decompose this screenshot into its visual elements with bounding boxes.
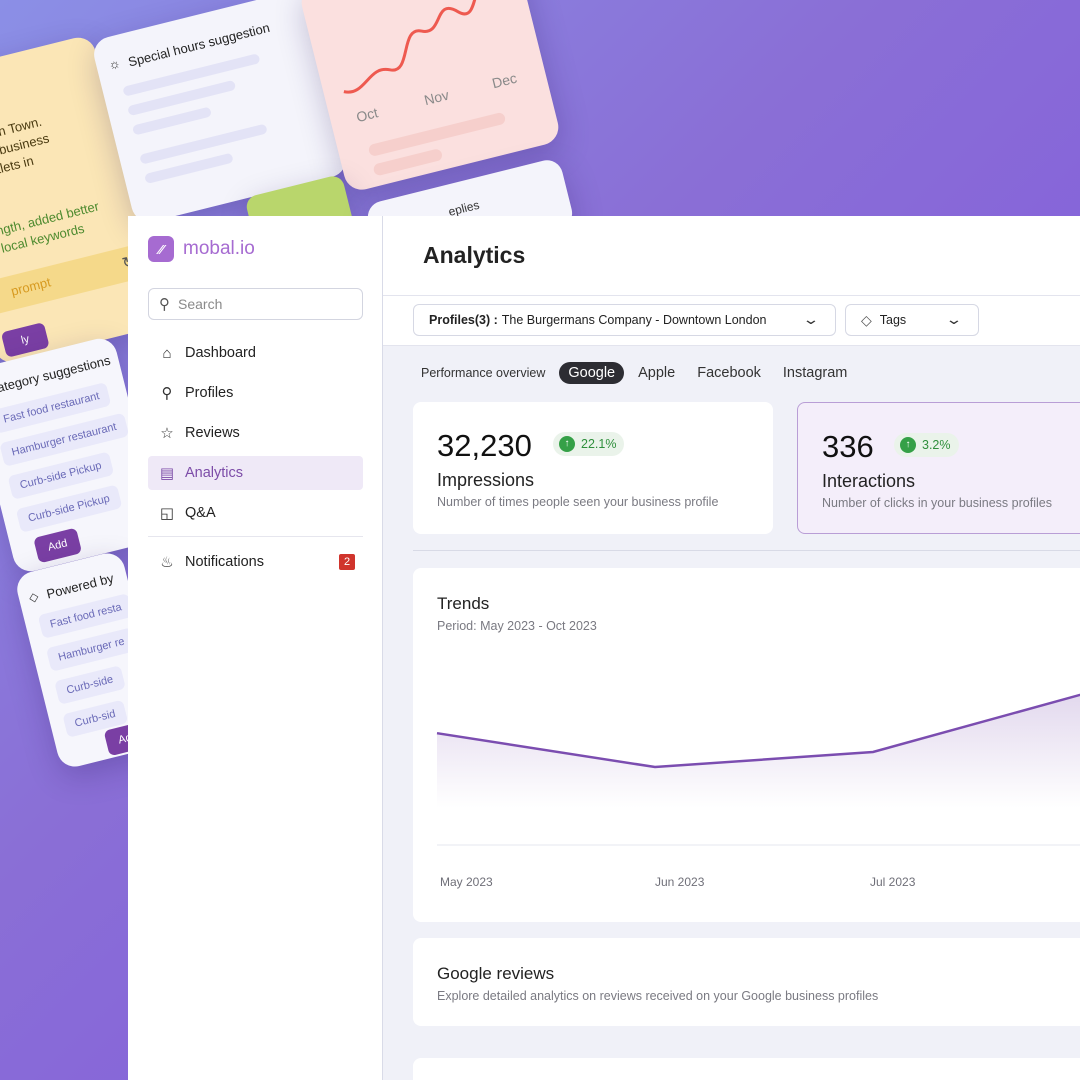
arrow-up-icon: ↑ bbox=[559, 436, 575, 452]
notifications-count-badge: 2 bbox=[339, 554, 355, 570]
add-button: Add bbox=[33, 527, 83, 564]
bell-icon: ♨ bbox=[160, 554, 174, 571]
google-reviews-card[interactable]: Google reviews Explore detailed analytic… bbox=[413, 938, 1080, 1026]
x-tick-label: Jun 2023 bbox=[655, 875, 705, 889]
search-input[interactable] bbox=[178, 296, 348, 312]
search-icon: ⚲ bbox=[159, 296, 170, 313]
reviews-title: Google reviews bbox=[437, 964, 555, 983]
sidebar-item-label: Profiles bbox=[185, 385, 234, 401]
category-chip: Curb-side bbox=[54, 665, 126, 705]
nav-divider bbox=[148, 536, 363, 537]
sidebar-item-dashboard[interactable]: ⌂ Dashboard bbox=[148, 336, 363, 370]
chevron-down-icon: ⌄ bbox=[945, 311, 963, 327]
logo[interactable]: ⁄⁄ mobal.io bbox=[148, 236, 255, 262]
trend-preview-card: Oct Nov Dec bbox=[297, 0, 563, 194]
trends-title: Trends bbox=[437, 594, 490, 613]
card-title: Powered by bbox=[44, 570, 116, 602]
profiles-label: Profiles(3) : bbox=[429, 313, 498, 327]
sidebar-item-analytics[interactable]: ▤ Analytics bbox=[148, 456, 363, 490]
search-box[interactable]: ⚲ bbox=[148, 288, 363, 320]
map-pin-icon: ⚲ bbox=[161, 385, 173, 402]
kpi-delta-value: 22.1% bbox=[581, 437, 617, 451]
arrow-up-icon: ↑ bbox=[900, 437, 916, 453]
chat-bubbles-icon: ◱ bbox=[159, 505, 175, 522]
tab-facebook[interactable]: Facebook bbox=[697, 365, 761, 381]
prompt-text: prompt bbox=[9, 274, 53, 299]
star-icon: ☆ bbox=[160, 425, 174, 442]
trend-area-fill bbox=[437, 694, 1080, 808]
sidebar: ⁄⁄ mobal.io ⚲ ⌂ Dashboard ⚲ Profiles ☆ R… bbox=[128, 216, 383, 1080]
sidebar-item-reviews[interactable]: ☆ Reviews bbox=[148, 416, 363, 450]
sidebar-item-profiles[interactable]: ⚲ Profiles bbox=[148, 376, 363, 410]
sidebar-item-label: Notifications bbox=[185, 554, 264, 570]
kpi-delta-badge: ↑ 3.2% bbox=[894, 433, 959, 457]
sidebar-item-label: Analytics bbox=[185, 465, 244, 481]
profiles-value: The Burgermans Company - Downtown London bbox=[501, 313, 767, 327]
trends-period: Period: May 2023 - Oct 2023 bbox=[437, 619, 597, 633]
kpi-card-impressions[interactable]: 32,230 ↑ 22.1% Impressions Number of tim… bbox=[413, 402, 773, 534]
main-content: Analytics Profiles(3) : The Burgermans C… bbox=[383, 216, 1080, 1080]
logo-mark-icon: ⁄⁄ bbox=[148, 236, 174, 262]
kpi-card-interactions[interactable]: 336 ↑ 3.2% Interactions Number of clicks… bbox=[797, 402, 1080, 534]
app-window: ⁄⁄ mobal.io ⚲ ⌂ Dashboard ⚲ Profiles ☆ R… bbox=[128, 216, 1080, 1080]
kpi-value: 32,230 bbox=[437, 428, 532, 463]
trend-preview-line bbox=[343, 0, 500, 94]
home-icon: ⌂ bbox=[162, 344, 172, 362]
x-tick-label: Jul 2023 bbox=[870, 875, 916, 889]
reviews-subtitle: Explore detailed analytics on reviews re… bbox=[437, 989, 879, 1003]
tab-performance-overview[interactable]: Performance overview bbox=[421, 366, 546, 380]
chevron-down-icon: ⌄ bbox=[802, 311, 820, 327]
tags-label: Tags bbox=[879, 313, 907, 327]
x-tick-label: May 2023 bbox=[440, 875, 493, 889]
sidebar-item-notifications[interactable]: ♨ Notifications 2 bbox=[148, 545, 363, 579]
kpi-delta-badge: ↑ 22.1% bbox=[553, 432, 625, 456]
section-divider bbox=[413, 550, 1080, 551]
platform-tabs: Performance overview Google Apple Facebo… bbox=[421, 362, 869, 384]
next-section-card bbox=[413, 1058, 1080, 1080]
kpi-label: Impressions bbox=[437, 470, 535, 490]
sidebar-item-label: Dashboard bbox=[185, 345, 256, 361]
sidebar-item-qa[interactable]: ◱ Q&A bbox=[148, 496, 363, 530]
sun-icon: ☼ bbox=[106, 55, 122, 73]
tab-instagram[interactable]: Instagram bbox=[782, 365, 848, 381]
tag-icon: ◇ bbox=[861, 311, 872, 328]
tab-apple[interactable]: Apple bbox=[638, 365, 676, 381]
kpi-delta-value: 3.2% bbox=[922, 438, 951, 452]
page-header: Analytics bbox=[383, 216, 1080, 296]
profiles-dropdown[interactable]: Profiles(3) : The Burgermans Company - D… bbox=[413, 304, 836, 336]
tag-icon: ◇ bbox=[27, 589, 40, 605]
logo-text: mobal.io bbox=[183, 238, 255, 259]
trends-card: Trends Period: May 2023 - Oct 2023 May 2… bbox=[413, 568, 1080, 922]
bar-chart-icon: ▤ bbox=[159, 465, 175, 482]
trend-series-line bbox=[436, 693, 1080, 769]
sidebar-item-label: Q&A bbox=[185, 505, 216, 521]
sidebar-nav: ⌂ Dashboard ⚲ Profiles ☆ Reviews ▤ Analy… bbox=[148, 336, 363, 585]
tab-google[interactable]: Google bbox=[559, 362, 625, 384]
filter-bar: Profiles(3) : The Burgermans Company - D… bbox=[383, 296, 1080, 346]
kpi-label: Interactions bbox=[822, 471, 916, 491]
page-title: Analytics bbox=[423, 242, 526, 268]
kpi-value: 336 bbox=[822, 429, 874, 464]
kpi-description: Number of times people seen your busines… bbox=[437, 495, 719, 509]
tags-dropdown[interactable]: ◇ Tags ⌄ bbox=[845, 304, 979, 336]
kpi-description: Number of clicks in your business profil… bbox=[822, 496, 1052, 510]
sidebar-item-label: Reviews bbox=[185, 425, 240, 441]
